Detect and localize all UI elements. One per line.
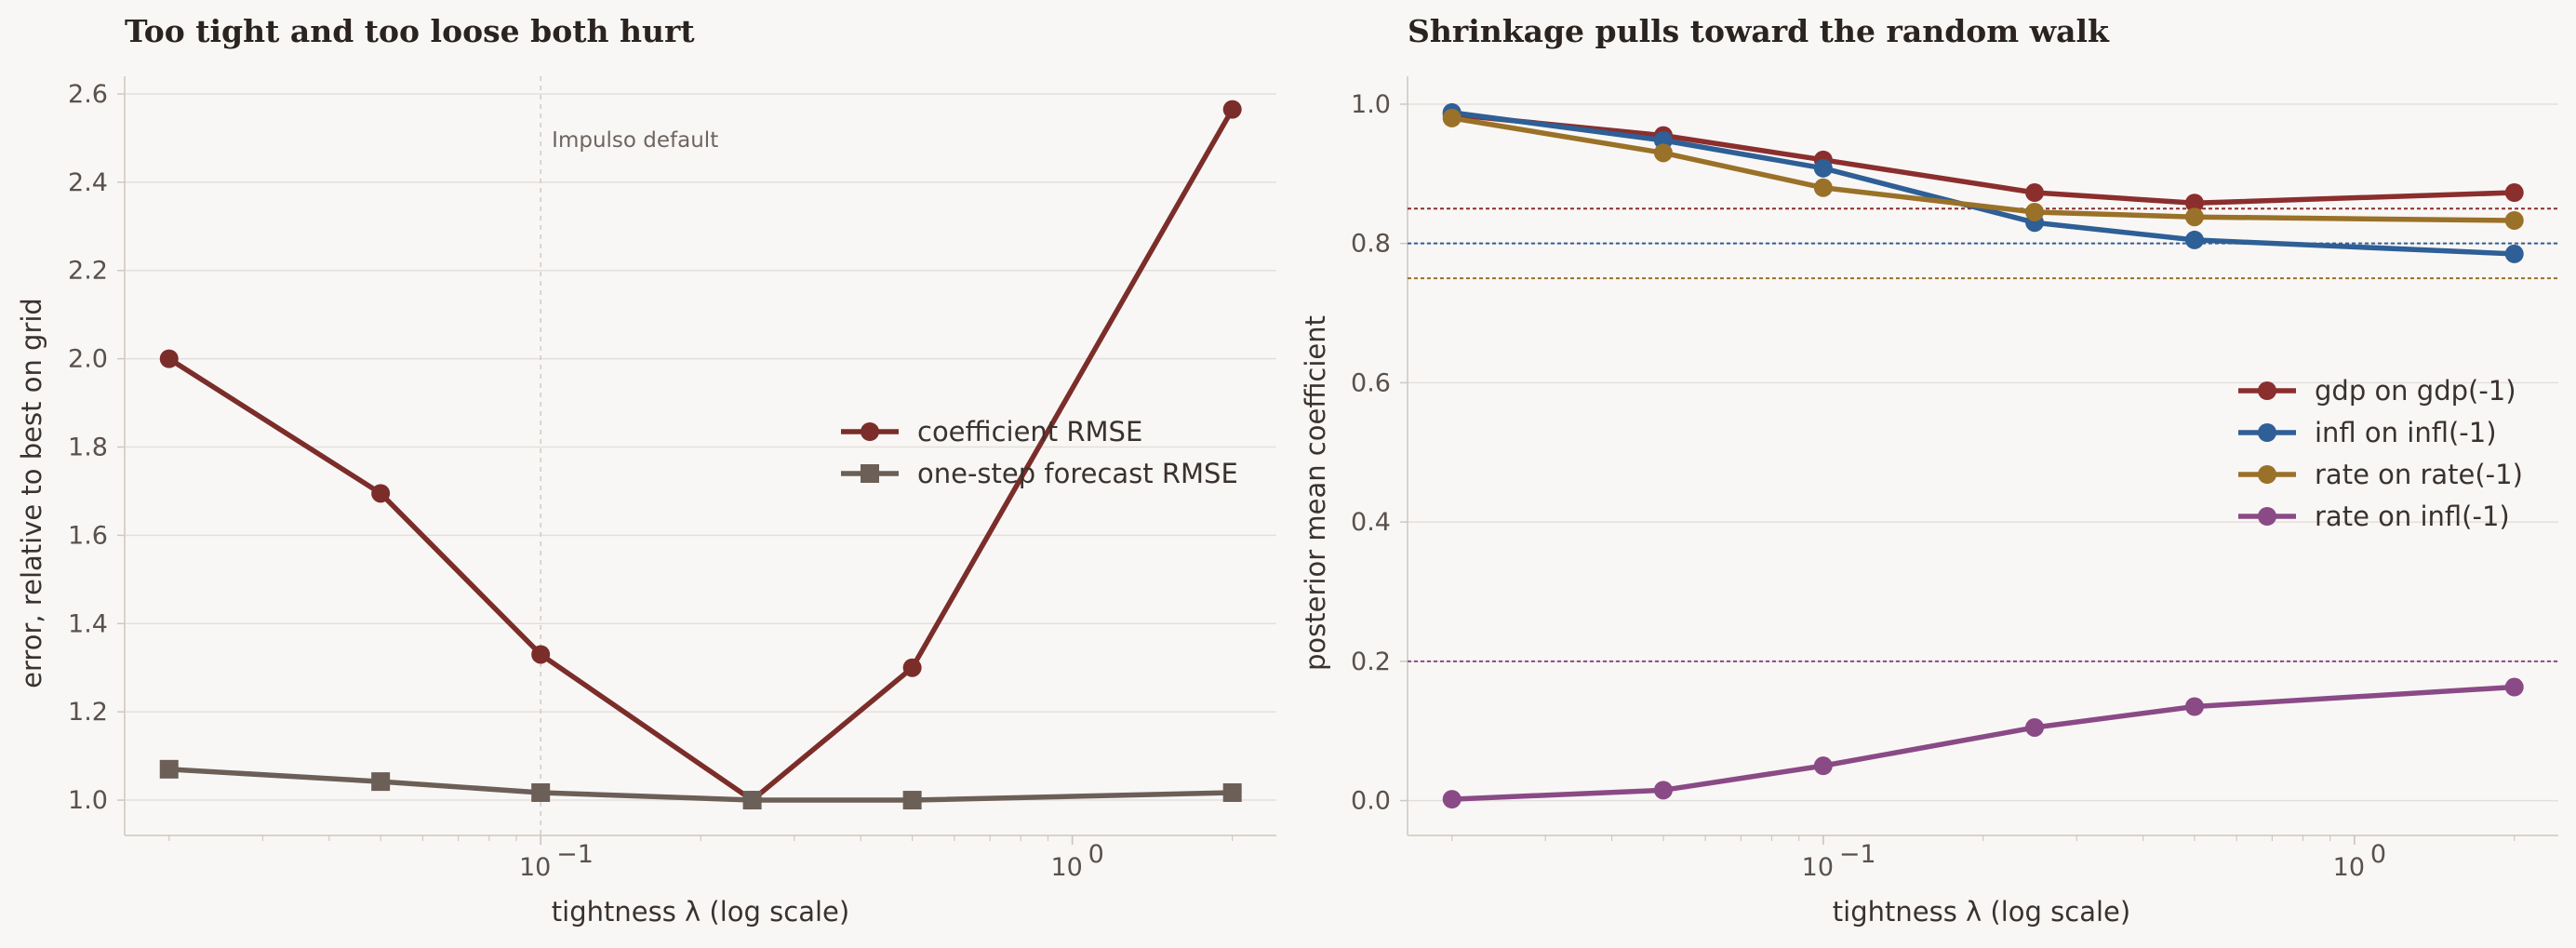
data-point bbox=[2184, 194, 2204, 213]
data-point bbox=[2025, 202, 2045, 221]
y-tick-label: 1.2 bbox=[68, 698, 108, 727]
data-point bbox=[1222, 782, 1242, 802]
right-y-axis-label: posterior mean coefficient bbox=[1300, 315, 1331, 671]
left-y-axis-label: error, relative to best on grid bbox=[16, 298, 47, 688]
data-point bbox=[902, 791, 922, 810]
data-point bbox=[531, 782, 551, 802]
series-line bbox=[1451, 112, 2515, 206]
data-point bbox=[2025, 717, 2045, 737]
data-point bbox=[1813, 756, 1833, 776]
right-axes bbox=[1407, 76, 2558, 836]
y-tick-label: 0.4 bbox=[1351, 508, 1391, 537]
right-series bbox=[1442, 102, 2524, 809]
data-point bbox=[2504, 183, 2524, 203]
data-point bbox=[742, 791, 762, 810]
data-point bbox=[902, 658, 922, 677]
series-line bbox=[167, 108, 1235, 803]
y-tick-label: 2.6 bbox=[68, 80, 108, 109]
y-tick-label: 0.0 bbox=[1351, 787, 1391, 816]
left-gridlines bbox=[125, 93, 1276, 801]
y-tick-label: 0.2 bbox=[1351, 648, 1391, 676]
left-series bbox=[159, 100, 1242, 810]
series-line bbox=[1451, 115, 2515, 223]
data-point bbox=[371, 484, 391, 503]
legend-swatch-marker bbox=[861, 422, 879, 441]
data-point bbox=[1442, 790, 1462, 809]
data-point bbox=[1653, 143, 1673, 163]
legend-swatch-marker bbox=[2258, 423, 2276, 442]
data-point bbox=[159, 759, 179, 779]
y-tick-label: 1.4 bbox=[68, 609, 108, 638]
x-tick-exponent: 0 bbox=[1088, 840, 1104, 869]
legend-label: one-step forecast RMSE bbox=[917, 458, 1238, 489]
x-tick-exponent: 0 bbox=[2370, 840, 2386, 869]
data-point bbox=[1813, 178, 1833, 197]
y-tick-label: 2.2 bbox=[68, 257, 108, 286]
legend-swatch-marker bbox=[2258, 465, 2276, 484]
right-legend: gdp on gdp(-1) infl on infl(-1) rate on ra… bbox=[2238, 375, 2523, 532]
y-tick-label: 0.6 bbox=[1351, 368, 1391, 397]
x-tick-label: 10 bbox=[2333, 853, 2365, 882]
right-y-ticks: 0.0 0.2 0.4 0.6 0.8 1.0 bbox=[1351, 90, 1408, 816]
right-title: Shrinkage pulls toward the random walk bbox=[1408, 13, 2110, 49]
series-line bbox=[1451, 684, 2515, 802]
legend-label: rate on infl(-1) bbox=[2315, 501, 2510, 532]
left-x-axis-label: tightness λ (log scale) bbox=[552, 896, 849, 928]
left-y-ticks: 1.0 1.2 1.4 1.6 1.8 2.0 2.2 2.4 2.6 bbox=[68, 80, 125, 815]
left-x-ticks: 10 −1 10 0 bbox=[168, 835, 1234, 882]
data-point bbox=[1442, 108, 1462, 127]
legend-label: rate on rate(-1) bbox=[2315, 459, 2523, 490]
series-line bbox=[168, 767, 1233, 803]
data-point bbox=[2025, 183, 2045, 203]
y-tick-label: 2.4 bbox=[68, 168, 108, 197]
x-tick-label: 10 bbox=[1802, 853, 1834, 882]
data-point bbox=[531, 645, 551, 664]
x-tick-exponent: −1 bbox=[1839, 840, 1876, 869]
legend-swatch-marker bbox=[2258, 381, 2276, 400]
data-point bbox=[1222, 100, 1242, 119]
right-panel: Shrinkage pulls toward the random walk 0… bbox=[1300, 13, 2558, 928]
x-tick-label: 10 bbox=[1050, 853, 1082, 882]
left-legend: coefficient RMSE one-step forecast RMSE bbox=[841, 416, 1238, 489]
right-x-axis-label: tightness λ (log scale) bbox=[1833, 896, 2130, 928]
left-annotation: Impulso default bbox=[540, 76, 718, 835]
default-marker-label: Impulso default bbox=[552, 128, 718, 153]
data-point bbox=[2184, 207, 2204, 227]
y-tick-label: 1.8 bbox=[68, 434, 108, 462]
y-tick-label: 1.0 bbox=[68, 786, 108, 815]
y-tick-label: 1.0 bbox=[1351, 90, 1391, 119]
data-point bbox=[159, 349, 179, 368]
right-reference-lines bbox=[1408, 207, 2558, 662]
legend-label: gdp on gdp(-1) bbox=[2315, 375, 2516, 407]
x-tick-label: 10 bbox=[519, 853, 551, 882]
data-point bbox=[2184, 230, 2204, 249]
legend-label: infl on infl(-1) bbox=[2315, 417, 2497, 448]
right-x-ticks: 10 −1 10 0 bbox=[1451, 835, 2516, 882]
legend-label: coefficient RMSE bbox=[917, 416, 1142, 447]
data-point bbox=[1653, 781, 1673, 800]
y-tick-label: 2.0 bbox=[68, 345, 108, 374]
data-point bbox=[2504, 677, 2524, 697]
data-point bbox=[2504, 244, 2524, 263]
y-tick-label: 1.6 bbox=[68, 521, 108, 550]
x-tick-exponent: −1 bbox=[556, 840, 594, 869]
data-point bbox=[1813, 158, 1833, 178]
legend-swatch-marker bbox=[2258, 507, 2276, 526]
data-point bbox=[2504, 210, 2524, 230]
left-panel: Too tight and too loose both hurt 1.0 1.2… bbox=[16, 13, 1276, 928]
data-point bbox=[2184, 697, 2204, 716]
data-point bbox=[371, 772, 391, 792]
y-tick-label: 0.8 bbox=[1351, 230, 1391, 259]
left-title: Too tight and too loose both hurt bbox=[125, 13, 695, 49]
legend-swatch-marker bbox=[861, 464, 879, 483]
series-line bbox=[1451, 110, 2515, 257]
left-axes bbox=[124, 76, 1276, 836]
